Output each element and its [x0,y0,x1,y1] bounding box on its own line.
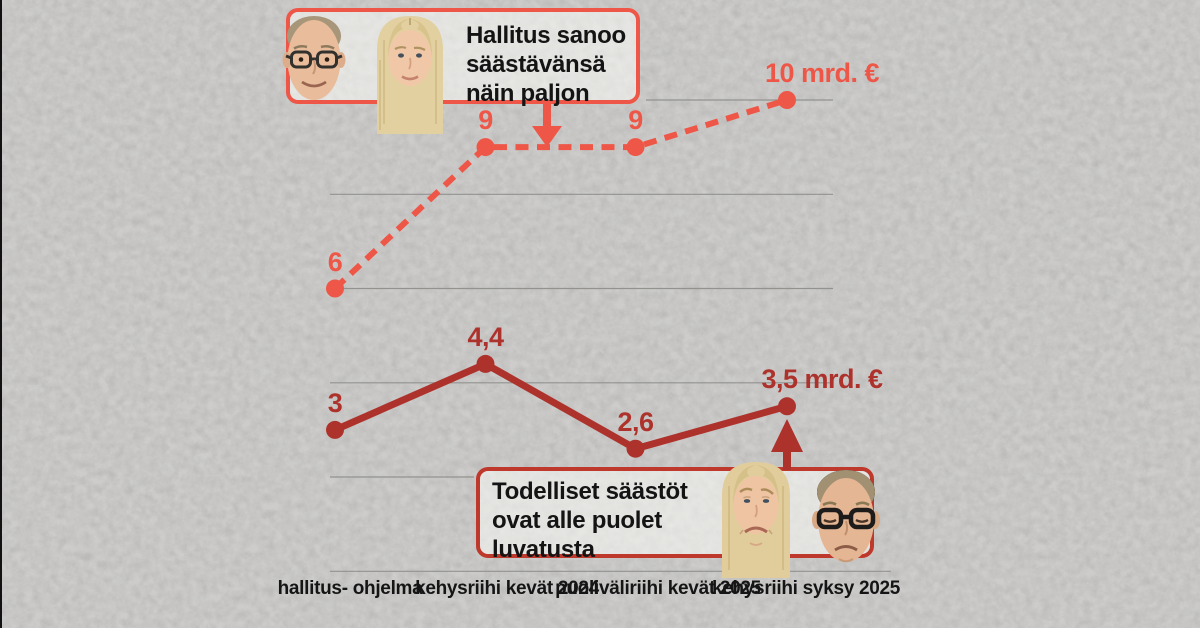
photo-woman-blonde-top [377,16,443,134]
photo-man-glasses-eyes-closed-bottom [812,470,880,563]
promised-text-line-1: Hallitus sanoo [466,22,626,49]
promised-text-line-3: näin paljon [466,80,590,107]
x-axis-label-puolivaliriihi-2025: puoliväliriihi kevät 2025 [555,578,761,600]
series-line-dashed [332,97,788,291]
x-axis-label-line: kevät 2024 [505,578,599,599]
data-point-solid-2 [626,439,645,458]
x-axis-label-line: puoliväliriihi [555,578,663,599]
x-axis-label-line: syksy 2025 [802,578,901,599]
photo-woman-blonde-grimace-bottom [722,462,790,578]
data-point-solid-0 [326,420,344,439]
promised-callout-text: Hallitus sanoo säästävänsä näin paljon [466,21,626,108]
arrow-down-icon [532,102,562,147]
value-label-solid-1: 4,4 [467,321,504,352]
x-axis-label-line: kevät 2025 [667,578,761,599]
x-axis-label-line: kehysriihi [711,578,798,599]
promised-savings-callout: Hallitus sanoo säästävänsä näin paljon [286,8,640,107]
x-axis-label-line: hallitus- [277,578,348,599]
x-axis-label-kehysriihi-2024: kehysriihi kevät 2024 [415,578,599,600]
arrow-up-icon [771,419,803,470]
value-label-solid-3: 3,5 mrd. € [761,364,883,395]
promised-text-line-2: säästävänsä [466,51,606,78]
actual-text-line-2: ovat alle puolet [492,507,662,534]
x-axis-label-hallitusohjelma: hallitus- ohjelma [278,578,423,600]
value-label-dashed-2: 9 [628,105,643,136]
actual-text-line-1: Todelliset säästöt [492,478,688,505]
actual-text-line-3: luvatusta [492,536,595,563]
value-label-solid-0: 3 [327,387,343,418]
data-point-solid-1 [476,354,495,373]
data-point-dashed-1 [476,138,495,157]
value-label-dashed-3: 10 mrd. € [764,58,880,88]
x-axis-label-kehysriihi-syksy-2025: kehysriihi syksy 2025 [712,578,900,600]
value-label-solid-2: 2,6 [617,406,654,437]
data-point-dashed-2 [626,138,645,157]
left-edge-line [0,0,2,628]
series-line-solid [333,360,788,453]
x-axis-label-line: ohjelma [352,578,423,599]
data-point-solid-3 [778,397,796,416]
data-point-dashed-3 [778,91,796,109]
photo-man-glasses-top [282,16,346,100]
value-label-dashed-0: 6 [327,246,343,277]
data-point-dashed-0 [326,279,344,298]
x-axis-label-line: kehysriihi [415,578,501,599]
actual-callout-text: Todelliset säästöt ovat alle puolet luva… [492,477,688,564]
value-label-dashed-1: 9 [478,105,493,136]
